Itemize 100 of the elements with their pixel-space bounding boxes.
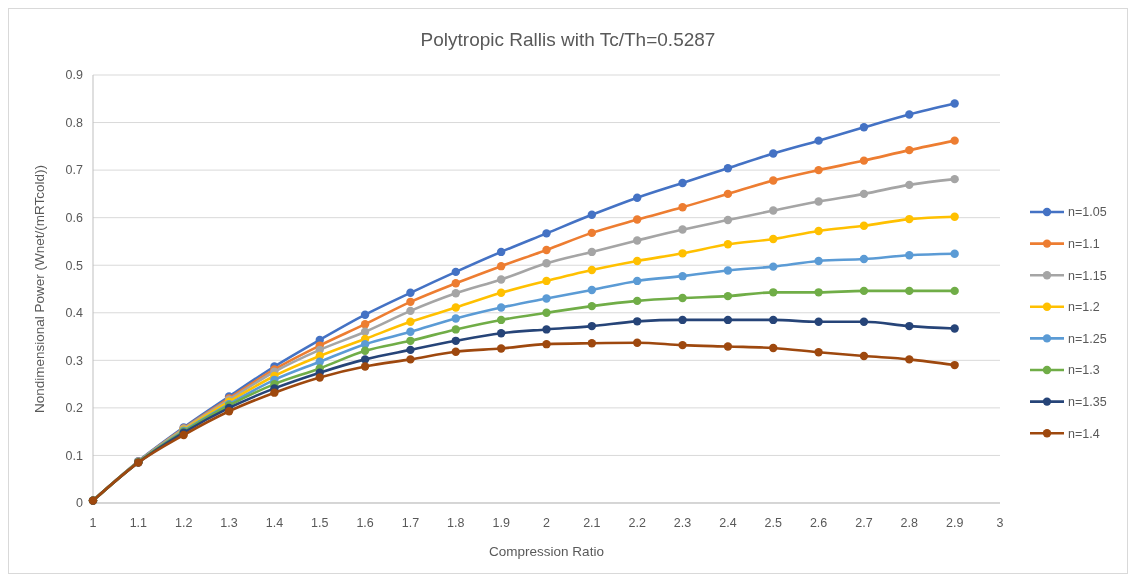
point — [678, 178, 687, 188]
x-tick-label: 1.9 — [492, 516, 510, 530]
x-axis-title: Compression Ratio — [489, 544, 604, 559]
point — [406, 317, 415, 327]
point — [633, 236, 642, 245]
x-tick-label: 2.4 — [719, 516, 737, 530]
point — [723, 315, 733, 325]
point — [905, 145, 914, 155]
point — [270, 388, 279, 397]
point — [451, 289, 460, 298]
point — [678, 340, 687, 350]
x-tick-label: 1.4 — [265, 516, 284, 530]
legend-label: n=1.15 — [1068, 268, 1107, 283]
chart-title: Polytropic Rallis with Tc/Th=0.5287 — [420, 29, 716, 50]
y-tick-label: 0.2 — [65, 401, 84, 416]
point — [224, 407, 234, 416]
point — [496, 329, 506, 338]
point — [859, 254, 869, 264]
legend-label: n=1.3 — [1068, 363, 1100, 378]
y-tick-label: 0.6 — [65, 211, 84, 226]
point — [678, 315, 687, 325]
point — [587, 301, 597, 311]
x-tick-label: 1.5 — [311, 516, 329, 530]
x-tick-label: 1.1 — [129, 516, 148, 530]
point — [406, 336, 415, 346]
point — [451, 347, 460, 356]
x-tick-label: 1.2 — [175, 516, 193, 530]
point — [678, 225, 687, 234]
point — [950, 99, 959, 108]
point — [723, 164, 733, 173]
point — [496, 315, 506, 325]
point — [905, 321, 914, 331]
point — [814, 197, 823, 206]
point — [542, 308, 551, 317]
point — [814, 348, 823, 357]
point — [451, 267, 460, 277]
point — [360, 362, 370, 371]
y-tick-label: 0 — [76, 496, 84, 511]
point — [542, 339, 551, 349]
point — [315, 373, 324, 382]
point — [859, 221, 869, 230]
point — [496, 344, 506, 353]
x-tick-label: 1 — [89, 516, 97, 530]
point — [814, 317, 823, 327]
point — [496, 261, 506, 271]
point — [496, 275, 506, 284]
point — [950, 286, 959, 296]
point — [859, 123, 869, 132]
x-tick-label: 1.8 — [447, 516, 465, 530]
point — [814, 288, 823, 297]
point — [587, 321, 597, 331]
point — [769, 288, 778, 297]
point — [633, 215, 642, 224]
x-tick-label: 2.6 — [809, 516, 828, 530]
point — [950, 136, 959, 145]
y-tick-label: 0.3 — [65, 353, 84, 368]
point — [587, 339, 597, 348]
y-tick-label: 0.1 — [65, 448, 84, 463]
x-tick-label: 1.3 — [220, 516, 238, 530]
point — [542, 245, 551, 255]
point — [769, 315, 778, 325]
point — [360, 319, 370, 329]
point — [859, 156, 869, 165]
point — [678, 203, 687, 212]
point — [678, 271, 687, 281]
y-tick-label: 0.7 — [65, 163, 84, 178]
point — [406, 306, 415, 316]
point — [587, 228, 597, 238]
point — [633, 317, 642, 326]
point — [360, 327, 370, 336]
legend-label: n=1.25 — [1068, 331, 1107, 346]
point — [406, 297, 415, 307]
point — [769, 206, 778, 215]
point — [633, 338, 642, 347]
point — [769, 343, 778, 353]
point — [905, 251, 914, 260]
point — [542, 294, 551, 303]
point — [451, 303, 460, 312]
point — [406, 327, 415, 336]
x-tick-label: 2.5 — [764, 516, 782, 530]
x-tick-label: 2.2 — [628, 516, 646, 530]
point — [905, 180, 914, 190]
point — [814, 136, 823, 145]
y-tick-label: 0.9 — [65, 68, 84, 83]
x-tick-label: 1.7 — [401, 516, 420, 530]
point — [859, 286, 869, 296]
point — [451, 279, 460, 288]
point — [905, 214, 914, 224]
point — [360, 355, 370, 364]
point — [950, 212, 959, 221]
y-axis-title: Nondimensional Power (Wnet/(mRTcold)) — [32, 164, 47, 414]
point — [859, 317, 869, 327]
x-tick-label: 3 — [996, 516, 1004, 530]
legend-label: n=1.1 — [1068, 236, 1100, 251]
x-tick-label: 2.1 — [583, 516, 601, 530]
point — [723, 240, 733, 249]
x-tick-label: 2.7 — [855, 516, 873, 530]
point — [451, 314, 460, 323]
point — [905, 110, 914, 119]
point — [678, 293, 687, 303]
